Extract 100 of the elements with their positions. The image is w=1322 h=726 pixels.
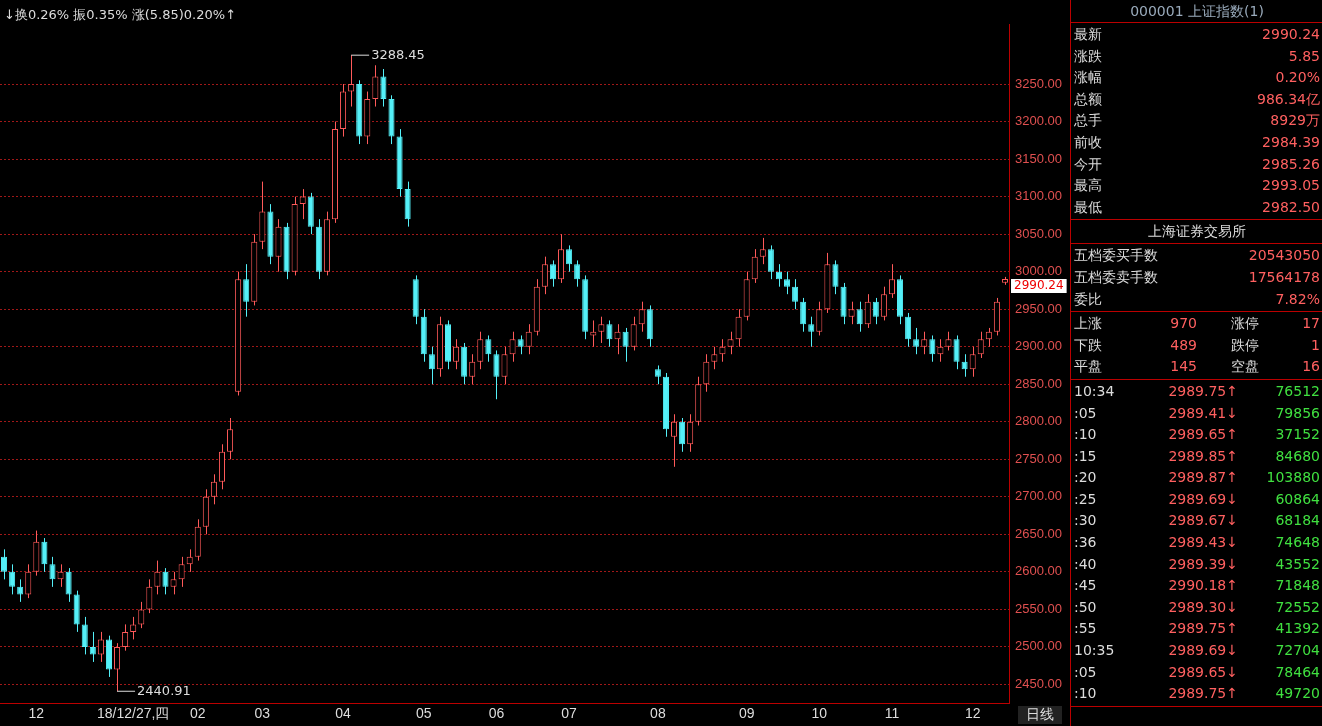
x-tick-label: 04 <box>335 705 352 722</box>
text: 79856 <box>1274 403 1320 423</box>
candlestick <box>784 271 791 295</box>
text: :25 <box>1074 489 1098 509</box>
text: 489 <box>1169 335 1197 355</box>
text: 2990.24 <box>1014 278 1064 293</box>
candlestick <box>372 64 379 108</box>
y-tick-label: 3100.00 <box>1015 188 1063 204</box>
text: 2984.39 <box>1261 132 1320 152</box>
candlestick <box>775 263 782 288</box>
candlestick <box>509 331 516 363</box>
text: 7.82% <box>1274 289 1320 309</box>
text: 前收 <box>1074 132 1103 152</box>
text: 2989.41↓ <box>1167 403 1238 423</box>
candlestick <box>154 560 161 595</box>
y-tick-label: 2750.00 <box>1015 450 1063 466</box>
candlestick <box>727 331 734 355</box>
text: 总手 <box>1074 111 1103 131</box>
candlestick <box>711 346 718 370</box>
candlestick <box>614 323 621 355</box>
x-tick-label: 02 <box>189 705 206 722</box>
candlestick <box>719 338 726 363</box>
candlestick <box>81 616 88 655</box>
candlestick <box>1 548 8 580</box>
text: 0.20% <box>1274 68 1320 88</box>
candlestick <box>670 413 678 468</box>
text: 2990.18↑ <box>1167 576 1238 596</box>
x-tick-label: 06 <box>488 705 505 722</box>
text: 2989.75↑ <box>1167 381 1238 401</box>
text: :45 <box>1074 576 1098 596</box>
text: 000001 上证指数(1) <box>1071 0 1322 23</box>
text: 2982.50 <box>1261 197 1320 217</box>
x-tick-label: 08 <box>650 705 666 722</box>
text: 平盘 <box>1074 357 1103 377</box>
annotation: 2440.91 <box>137 682 191 698</box>
text: 17564178 <box>1247 267 1320 287</box>
candlestick <box>41 537 48 573</box>
x-tick-label: 10 <box>811 705 828 722</box>
candlestick <box>937 338 944 363</box>
text: 2989.39↓ <box>1167 554 1238 574</box>
candlestick <box>146 578 153 614</box>
candlestick <box>969 346 976 378</box>
y-tick-label: 2600.00 <box>1015 563 1063 579</box>
candlestick <box>961 353 968 378</box>
candlestick <box>864 293 871 329</box>
text: 60864 <box>1274 489 1320 509</box>
candlestick <box>913 327 920 355</box>
candlestick <box>566 244 573 273</box>
candlestick <box>178 556 185 588</box>
text: 日线 <box>1018 706 1062 724</box>
y-tick-label: 3000.00 <box>1015 263 1063 279</box>
candlestick <box>905 312 912 348</box>
text: 20543050 <box>1247 246 1320 266</box>
candlestick <box>130 616 137 640</box>
candlestick <box>299 188 306 220</box>
x-tick-label: 05 <box>415 705 432 722</box>
candlestick <box>703 353 710 393</box>
text: 最高 <box>1074 176 1103 196</box>
text: ↓换0.26% 振0.35% 涨(5.85)0.20%↑ <box>4 6 237 24</box>
text: 1 <box>1310 335 1320 355</box>
text: 2989.43↓ <box>1167 533 1238 553</box>
y-tick-label: 2500.00 <box>1015 638 1063 654</box>
text: 涨停 <box>1229 314 1259 334</box>
y-tick-label: 2450.00 <box>1015 676 1063 692</box>
candlestick <box>735 308 742 348</box>
text: :15 <box>1074 446 1098 466</box>
candlestick <box>921 331 928 355</box>
x-tick-label: 18/12/27,四 <box>96 705 170 722</box>
y-tick-label: 2850.00 <box>1015 375 1063 391</box>
candlestick <box>138 601 145 629</box>
text: :30 <box>1074 511 1098 531</box>
candlestick <box>985 327 992 348</box>
y-tick-label: 2900.00 <box>1015 338 1063 354</box>
y-tick-label: 2700.00 <box>1015 488 1063 504</box>
candlestick <box>162 567 169 595</box>
candlestick <box>630 316 637 351</box>
text: :50 <box>1074 597 1098 617</box>
text: 145 <box>1169 357 1197 377</box>
text: 今开 <box>1074 154 1103 174</box>
text: :20 <box>1074 468 1098 488</box>
candlestick <box>65 567 72 603</box>
candlestick <box>792 278 799 310</box>
text: :05 <box>1074 403 1098 423</box>
candlestick <box>945 331 952 351</box>
candlestick <box>485 334 492 363</box>
candlestick <box>977 331 984 359</box>
candlestick <box>501 346 508 385</box>
candlestick <box>243 263 250 318</box>
text: 跌停 <box>1229 335 1259 355</box>
candlestick <box>767 244 774 280</box>
candlestick <box>97 631 104 663</box>
x-tick-label: 09 <box>738 705 755 722</box>
candlestick <box>848 301 855 325</box>
text: 986.34亿 <box>1256 89 1320 109</box>
text: 103880 <box>1265 468 1320 488</box>
y-tick-label: 3150.00 <box>1015 150 1063 166</box>
text: 72552 <box>1274 597 1320 617</box>
candlestick <box>227 417 234 460</box>
text: 最低 <box>1074 197 1103 217</box>
candlestick <box>541 256 548 295</box>
